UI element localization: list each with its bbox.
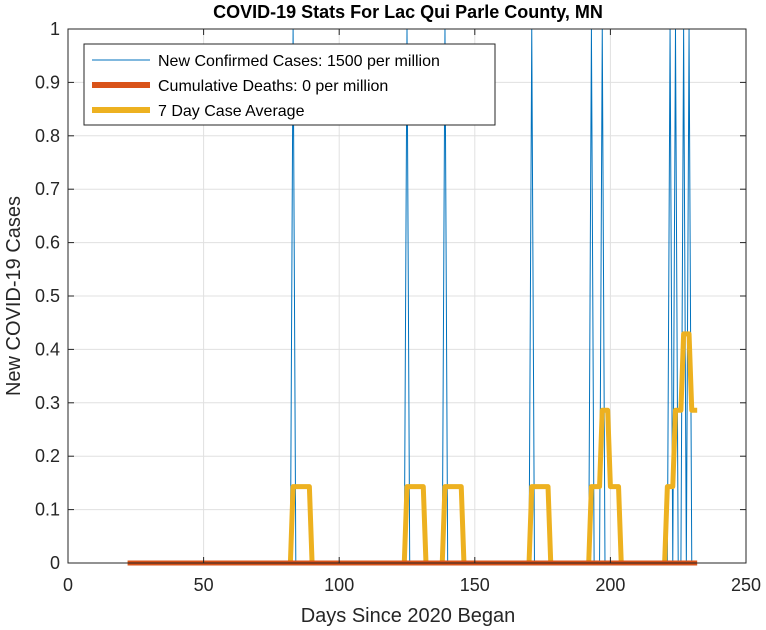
y-tick-label: 0.6 bbox=[35, 233, 60, 253]
y-tick-label: 0 bbox=[50, 553, 60, 573]
y-axis-label: New COVID-19 Cases bbox=[3, 196, 25, 396]
x-tick-label: 0 bbox=[63, 575, 73, 595]
x-tick-label: 200 bbox=[595, 575, 625, 595]
y-tick-label: 0.8 bbox=[35, 126, 60, 146]
y-tick-label: 0.9 bbox=[35, 72, 60, 92]
y-tick-label: 0.4 bbox=[35, 339, 60, 359]
legend-label-deaths: Cumulative Deaths: 0 per million bbox=[158, 78, 388, 95]
legend-label-new-cases: New Confirmed Cases: 1500 per million bbox=[158, 53, 440, 70]
legend-box bbox=[83, 43, 496, 126]
y-tick-label: 0.3 bbox=[35, 393, 60, 413]
x-tick-label: 150 bbox=[460, 575, 490, 595]
chart-title: COVID-19 Stats For Lac Qui Parle County,… bbox=[213, 2, 603, 22]
y-tick-label: 0.2 bbox=[35, 446, 60, 466]
x-tick-label: 50 bbox=[194, 575, 214, 595]
y-tick-label: 1 bbox=[50, 19, 60, 39]
y-tick-label: 0.1 bbox=[35, 500, 60, 520]
x-axis-label: Days Since 2020 Began bbox=[301, 605, 516, 627]
y-tick-label: 0.5 bbox=[35, 286, 60, 306]
x-tick-label: 100 bbox=[324, 575, 354, 595]
legend-label-7day-average: 7 Day Case Average bbox=[158, 103, 305, 120]
y-tick-label: 0.7 bbox=[35, 179, 60, 199]
x-tick-label: 250 bbox=[731, 575, 761, 595]
axis-ticks: 0 50 100 150 200 250 0 0.1 0.2 0.3 0.4 0.5 0.6 0.7 0.8… bbox=[35, 19, 761, 595]
legend: New Confirmed Cases: 1500 per million Cu… bbox=[83, 43, 496, 126]
